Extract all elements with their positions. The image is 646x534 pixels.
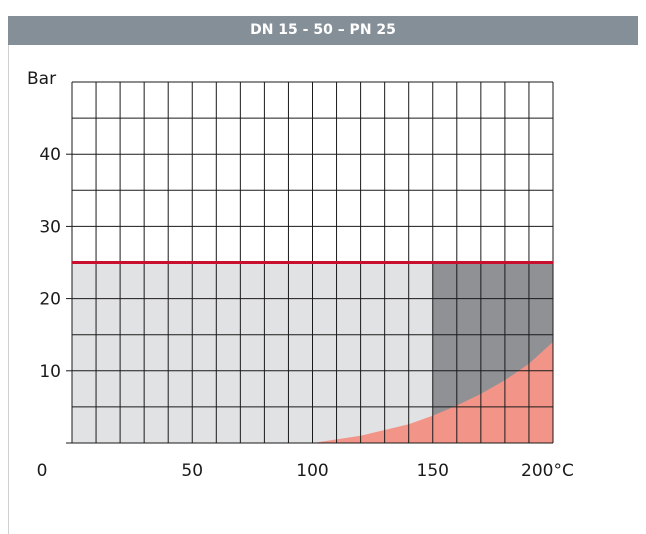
y-tick-label: 20	[39, 290, 61, 310]
y-tick-label: 10	[39, 362, 61, 382]
chart-title: DN 15 - 50 – PN 25	[8, 16, 638, 45]
x-tick-label: 0	[37, 461, 48, 481]
y-tick-label: 30	[39, 217, 61, 237]
x-tick-label: 100	[296, 461, 328, 481]
steam-curve-area	[312, 341, 553, 443]
y-tick-label: 40	[39, 145, 61, 165]
x-tick-label: 200°C	[521, 461, 574, 481]
x-tick-label: 150	[417, 461, 449, 481]
x-tick-label: 50	[181, 461, 203, 481]
chart-frame-border	[8, 45, 9, 534]
y-axis-label: Bar	[27, 69, 56, 89]
